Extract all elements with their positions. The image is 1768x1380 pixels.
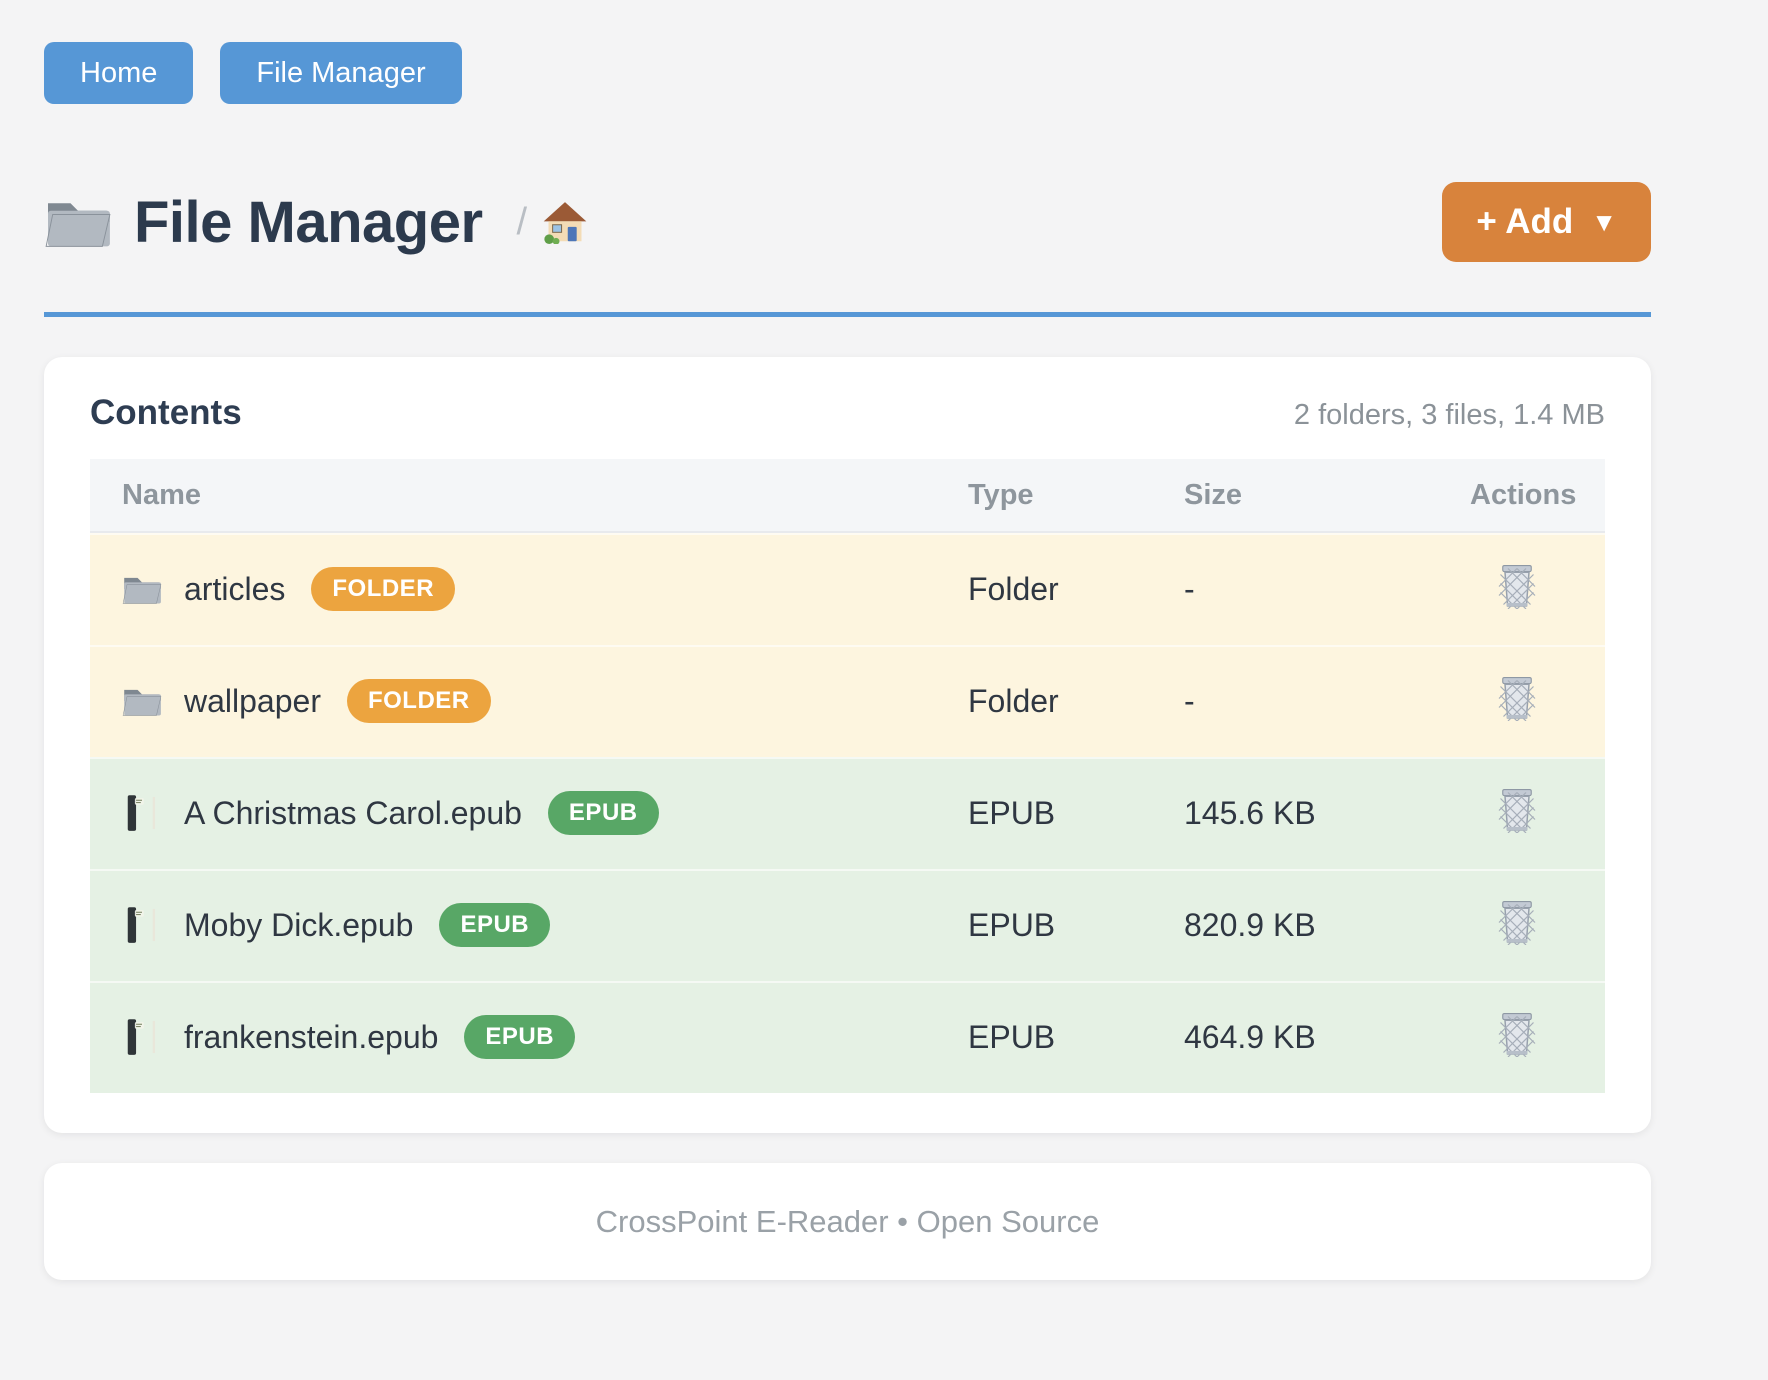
breadcrumb-separator: / <box>516 200 528 243</box>
size-cell: 464.9 KB <box>1184 1018 1316 1055</box>
actions-cell <box>1470 897 1605 953</box>
home-icon <box>543 200 587 244</box>
book-icon <box>122 906 162 944</box>
type-cell: EPUB <box>968 1018 1056 1055</box>
size-cell: - <box>1184 682 1195 719</box>
table-row: A Christmas Carol.epub EPUB EPUB 145.6 K… <box>90 757 1605 869</box>
actions-cell <box>1470 1009 1605 1065</box>
trash-icon <box>1496 1009 1538 1057</box>
page-header: File Manager / + Add ▼ <box>44 182 1651 262</box>
type-cell: EPUB <box>968 794 1056 831</box>
delete-button[interactable] <box>1496 785 1538 833</box>
file-name-link[interactable]: A Christmas Carol.epub <box>184 794 522 831</box>
actions-cell <box>1470 561 1605 617</box>
trash-icon <box>1496 673 1538 721</box>
type-badge: FOLDER <box>346 679 491 723</box>
size-cell: 145.6 KB <box>1184 794 1316 831</box>
table-row: frankenstein.epub EPUB EPUB 464.9 KB <box>90 981 1605 1093</box>
book-icon <box>122 1018 162 1056</box>
type-badge: EPUB <box>464 1015 576 1059</box>
book-icon <box>122 794 162 832</box>
name-cell: Moby Dick.epub EPUB <box>90 903 968 947</box>
nav-file-manager-button[interactable]: File Manager <box>220 42 462 104</box>
type-badge: EPUB <box>547 791 659 835</box>
page: Home File Manager File Manager / + Add ▼… <box>44 0 1651 1280</box>
type-badge: FOLDER <box>311 567 456 611</box>
trash-icon <box>1496 785 1538 833</box>
contents-card-header: Contents 2 folders, 3 files, 1.4 MB <box>90 393 1605 433</box>
folder-name-link[interactable]: articles <box>184 570 286 607</box>
column-header-type: Type <box>968 478 1034 511</box>
nav-home-button[interactable]: Home <box>44 42 194 104</box>
actions-cell <box>1470 673 1605 729</box>
actions-cell <box>1470 785 1605 841</box>
file-table: Name Type Size Actions articles FOLDER F… <box>90 459 1605 1093</box>
folder-icon <box>122 570 162 608</box>
column-header-size: Size <box>1184 478 1243 511</box>
size-cell: 820.9 KB <box>1184 906 1316 943</box>
add-button[interactable]: + Add ▼ <box>1442 182 1651 262</box>
title-group: File Manager / <box>44 189 587 256</box>
table-row: articles FOLDER Folder - <box>90 533 1605 645</box>
contents-heading: Contents <box>90 393 242 432</box>
folder-name-link[interactable]: wallpaper <box>184 682 321 719</box>
delete-button[interactable] <box>1496 561 1538 609</box>
type-cell: Folder <box>968 682 1059 719</box>
footer-text: CrossPoint E-Reader • Open Source <box>595 1203 1100 1239</box>
contents-summary: 2 folders, 3 files, 1.4 MB <box>1293 399 1605 431</box>
delete-button[interactable] <box>1496 1009 1538 1057</box>
type-cell: Folder <box>968 570 1059 607</box>
delete-button[interactable] <box>1496 897 1538 945</box>
name-cell: wallpaper FOLDER <box>90 679 968 723</box>
caret-down-icon: ▼ <box>1591 207 1617 237</box>
add-button-label: + Add <box>1476 202 1574 241</box>
breadcrumb-nav: Home File Manager <box>44 0 1651 104</box>
table-row: wallpaper FOLDER Folder - <box>90 645 1605 757</box>
name-cell: A Christmas Carol.epub EPUB <box>90 791 968 835</box>
type-cell: EPUB <box>968 906 1056 943</box>
type-badge: EPUB <box>439 903 551 947</box>
footer-card: CrossPoint E-Reader • Open Source <box>44 1163 1651 1280</box>
trash-icon <box>1496 897 1538 945</box>
delete-button[interactable] <box>1496 673 1538 721</box>
table-header-row: Name Type Size Actions <box>90 459 1605 533</box>
title-divider <box>44 312 1651 317</box>
file-name-link[interactable]: Moby Dick.epub <box>184 906 414 943</box>
contents-card: Contents 2 folders, 3 files, 1.4 MB Name… <box>44 357 1651 1133</box>
breadcrumb-home-link[interactable] <box>543 200 587 244</box>
table-row: Moby Dick.epub EPUB EPUB 820.9 KB <box>90 869 1605 981</box>
name-cell: articles FOLDER <box>90 567 968 611</box>
column-header-name: Name <box>122 478 201 511</box>
file-name-link[interactable]: frankenstein.epub <box>184 1018 439 1055</box>
folder-icon <box>122 682 162 720</box>
page-title: File Manager <box>134 189 483 255</box>
size-cell: - <box>1184 570 1195 607</box>
column-header-actions: Actions <box>1470 478 1577 511</box>
name-cell: frankenstein.epub EPUB <box>90 1015 968 1059</box>
trash-icon <box>1496 561 1538 609</box>
folder-icon <box>44 192 112 252</box>
